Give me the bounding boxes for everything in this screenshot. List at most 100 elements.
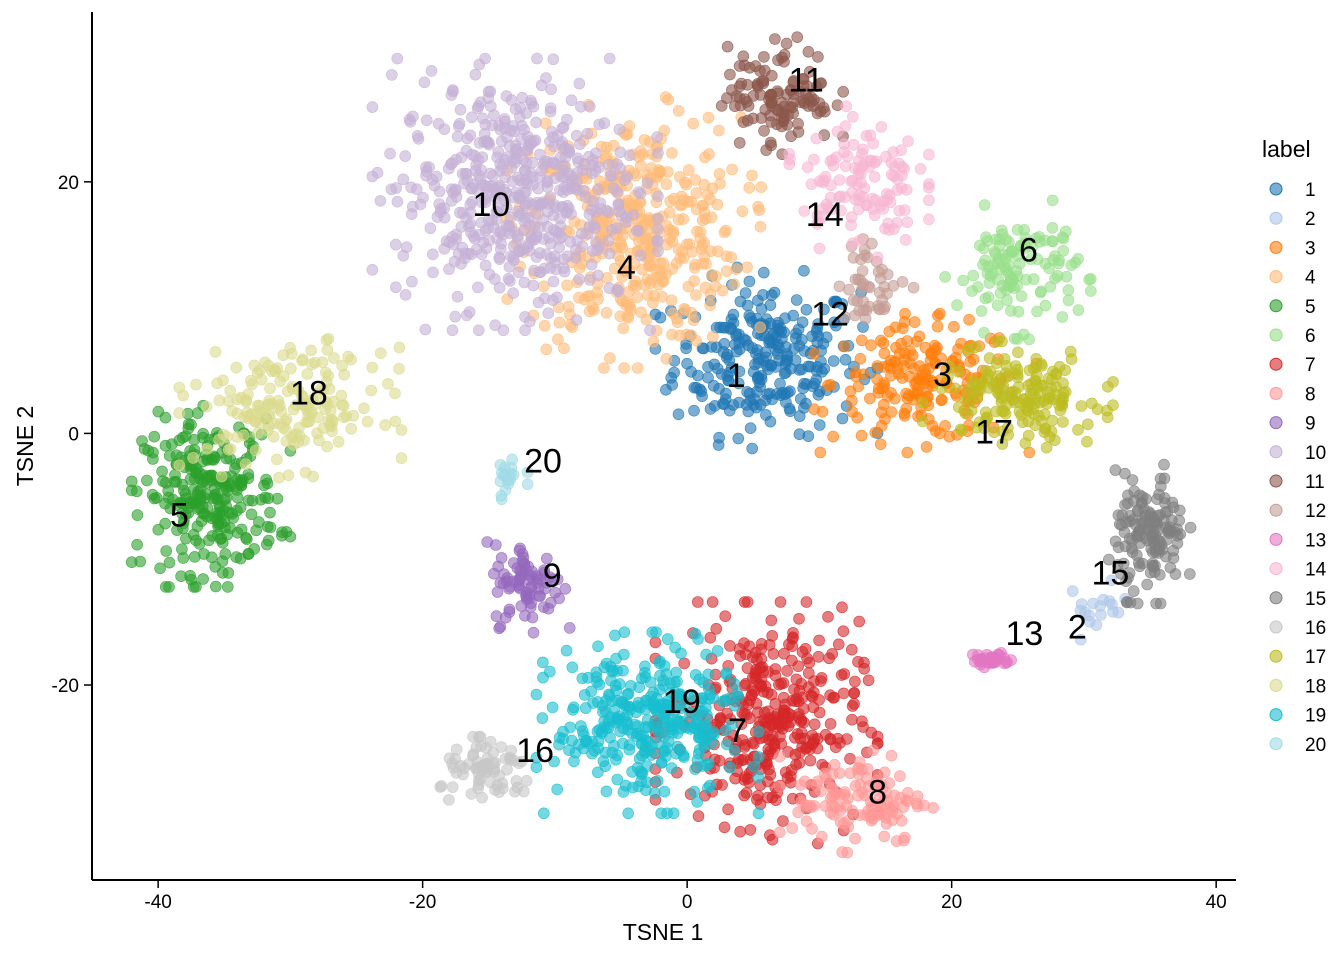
data-point — [561, 279, 573, 292]
data-point — [746, 169, 758, 182]
data-point — [221, 430, 233, 443]
data-point — [446, 781, 459, 793]
data-point — [1004, 305, 1017, 317]
data-point — [796, 646, 809, 658]
data-point — [521, 586, 533, 599]
data-point — [722, 803, 734, 816]
data-point — [321, 344, 334, 356]
data-point — [689, 258, 701, 271]
data-point — [901, 446, 914, 459]
data-point — [477, 762, 490, 774]
data-point — [730, 263, 743, 276]
data-point — [633, 681, 646, 694]
data-point — [365, 384, 378, 397]
data-point — [544, 102, 557, 114]
data-point — [859, 312, 872, 325]
cluster-7-points — [649, 596, 884, 850]
data-point — [846, 405, 859, 418]
legend-swatch — [1269, 299, 1283, 313]
data-point — [840, 100, 853, 113]
data-point — [393, 341, 406, 354]
data-point — [813, 385, 826, 398]
data-point — [604, 731, 616, 744]
data-point — [875, 777, 887, 790]
data-point — [406, 275, 418, 288]
data-point — [923, 213, 935, 226]
data-point — [606, 665, 619, 678]
data-point — [613, 205, 626, 217]
data-point — [715, 100, 728, 112]
cluster-label-20: 20 — [524, 443, 562, 481]
data-point — [537, 807, 550, 820]
data-point — [299, 466, 312, 479]
data-point — [865, 339, 877, 352]
data-point — [1062, 284, 1075, 296]
data-point — [519, 197, 532, 209]
data-point — [1174, 504, 1186, 517]
cluster-label-2: 2 — [1068, 609, 1087, 647]
data-point — [873, 808, 885, 821]
data-point — [831, 125, 844, 138]
data-point — [784, 776, 797, 789]
data-point — [1002, 259, 1015, 271]
data-point — [1150, 597, 1162, 610]
data-point — [911, 800, 924, 813]
data-point — [845, 219, 857, 231]
data-point — [379, 419, 392, 431]
data-point — [494, 165, 506, 177]
data-point — [666, 328, 678, 341]
data-point — [537, 280, 550, 293]
data-point — [312, 411, 325, 424]
data-point — [461, 132, 474, 145]
data-point — [603, 52, 616, 65]
data-point — [500, 90, 513, 102]
data-point — [816, 405, 829, 418]
data-point — [358, 402, 370, 415]
data-point — [237, 429, 250, 442]
data-point — [756, 661, 769, 673]
data-point — [807, 701, 820, 714]
data-point — [551, 783, 564, 796]
data-point — [826, 648, 839, 660]
data-point — [721, 40, 734, 53]
data-point — [706, 330, 719, 343]
data-point — [649, 308, 662, 321]
data-point — [616, 270, 629, 283]
data-point — [713, 124, 725, 137]
data-point — [967, 269, 980, 282]
data-point — [1083, 273, 1095, 286]
data-point — [711, 198, 724, 211]
data-point — [773, 826, 786, 839]
data-point — [844, 752, 856, 765]
data-point — [460, 309, 473, 322]
data-point — [765, 614, 778, 627]
data-point — [672, 105, 685, 117]
data-point — [758, 125, 770, 137]
data-point — [322, 414, 335, 427]
data-point — [502, 272, 515, 285]
data-point — [702, 111, 715, 124]
data-point — [215, 532, 228, 545]
data-point — [764, 317, 777, 330]
data-point — [750, 385, 763, 398]
data-point — [792, 660, 805, 673]
data-point — [634, 765, 647, 778]
data-point — [148, 430, 161, 443]
data-point — [1026, 241, 1038, 253]
data-point — [538, 292, 551, 305]
legend-swatch — [1269, 620, 1283, 634]
data-point — [147, 446, 159, 459]
data-point — [977, 258, 989, 271]
data-point — [649, 636, 662, 649]
data-point — [1056, 231, 1069, 243]
data-point — [385, 69, 398, 81]
data-point — [797, 382, 810, 394]
data-point — [841, 150, 854, 163]
x-tick-label: -20 — [409, 892, 436, 913]
data-point — [321, 440, 333, 453]
legend-item-2: 2 — [1269, 209, 1316, 230]
data-point — [688, 275, 701, 287]
data-point — [729, 772, 742, 785]
data-point — [267, 430, 280, 443]
